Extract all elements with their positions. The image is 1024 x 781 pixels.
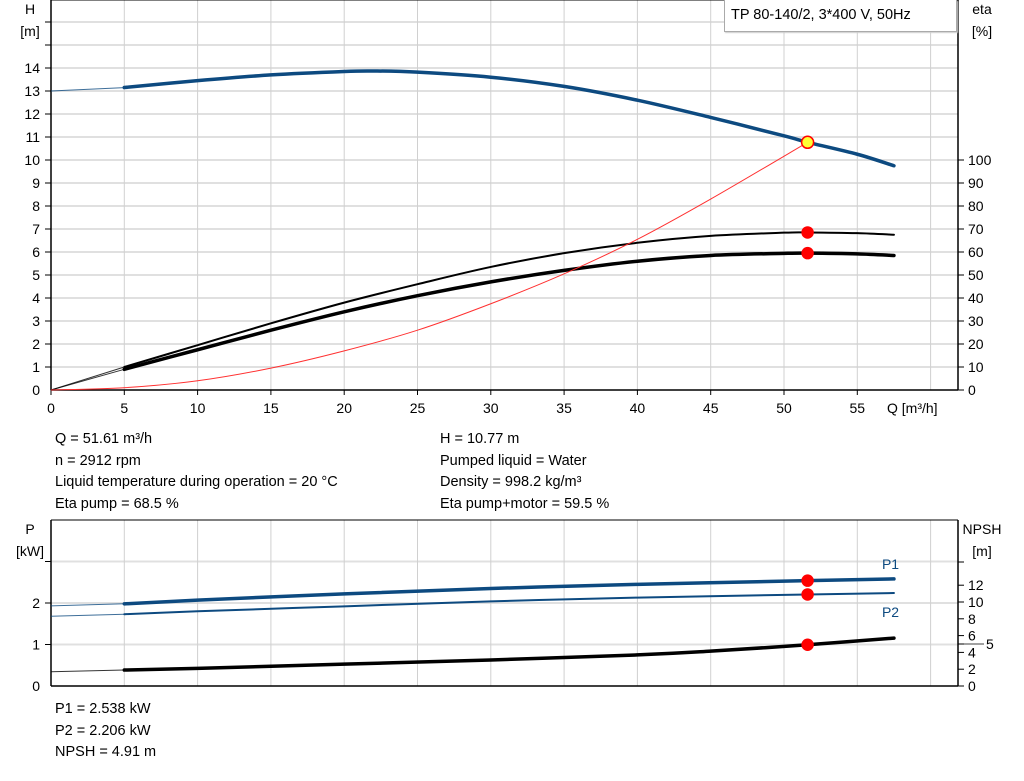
series-label: P2 — [882, 604, 899, 620]
y-tick-label-left: 2 — [32, 336, 40, 352]
y-tick-label-right: 0 — [968, 382, 976, 398]
y-tick-label-right: 5 — [986, 636, 994, 652]
y-tick-label-right: 6 — [968, 628, 976, 644]
y-tick-label-right: 12 — [968, 577, 984, 593]
info-eta-pump: Eta pump = 68.5 % — [55, 495, 179, 512]
series-line — [122, 69, 896, 168]
info-eta-pump-motor: Eta pump+motor = 59.5 % — [440, 495, 610, 512]
y-tick-label-left: 5 — [32, 267, 40, 283]
head-efficiency-chart: 0123456789101112131401020304050607080901… — [20, 0, 992, 416]
x-tick-label: 40 — [630, 400, 646, 416]
y-axis-right-unit: [m] — [972, 543, 991, 559]
y-tick-label-right: 0 — [968, 678, 976, 694]
y-axis-left-name: P — [25, 521, 34, 537]
info-p1: P1 = 2.538 kW — [55, 701, 151, 717]
y-axis-right-name: NPSH — [963, 521, 1002, 537]
x-tick-label: 10 — [190, 400, 206, 416]
y-tick-label-right: 100 — [968, 152, 992, 168]
y-tick-label-left: 0 — [32, 678, 40, 694]
y-tick-label-left: 0 — [32, 382, 40, 398]
y-tick-label-left: 3 — [32, 313, 40, 329]
duty-point — [801, 226, 814, 239]
x-tick-label: 30 — [483, 400, 499, 416]
x-tick-label: 35 — [556, 400, 572, 416]
x-axis-label: Q [m³/h] — [887, 400, 938, 416]
y-tick-label-right: 80 — [968, 198, 984, 214]
y-tick-label-right: 4 — [968, 644, 976, 660]
y-tick-label-left: 1 — [32, 637, 40, 653]
chart-legend: TP 80-140/2, 3*400 V, 50Hz — [724, 0, 957, 32]
y-tick-label-right: 70 — [968, 221, 984, 237]
y-tick-label-right: 40 — [968, 290, 984, 306]
y-tick-label-left: 12 — [24, 106, 40, 122]
duty-point — [801, 638, 814, 652]
y-tick-label-right: 8 — [968, 611, 976, 627]
y-tick-label-right: 50 — [968, 267, 984, 283]
x-tick-label: 5 — [120, 400, 128, 416]
series-line-extrapolated — [50, 368, 125, 391]
y-axis-left-name: H — [25, 1, 35, 17]
legend-title: TP 80-140/2, 3*400 V, 50Hz — [731, 7, 911, 23]
x-tick-label: 55 — [850, 400, 866, 416]
x-tick-label: 20 — [336, 400, 352, 416]
info-density: Density = 998.2 kg/m³ — [440, 474, 582, 490]
y-axis-right-name: eta — [972, 1, 992, 17]
info-temperature: Liquid temperature during operation = 20… — [55, 474, 338, 490]
series-line-extrapolated — [50, 603, 125, 607]
x-tick-label: 50 — [776, 400, 792, 416]
y-tick-label-left: 13 — [24, 83, 40, 99]
y-tick-label-right: 30 — [968, 313, 984, 329]
y-tick-label-left: 10 — [24, 152, 40, 168]
x-tick-label: 25 — [410, 400, 426, 416]
series-line — [123, 592, 895, 616]
info-bottom: P1 = 2.538 kW P2 = 2.206 kW NPSH = 4.91 … — [55, 699, 156, 764]
info-h: H = 10.77 m — [440, 431, 520, 447]
y-tick-label-right: 10 — [968, 359, 984, 375]
y-tick-label-left: 11 — [25, 129, 40, 145]
duty-point — [801, 574, 814, 587]
y-tick-label-left: 8 — [32, 198, 40, 214]
y-tick-label-right: 20 — [968, 336, 984, 352]
y-tick-label-right: 2 — [968, 661, 976, 677]
info-liquid: Pumped liquid = Water — [440, 452, 587, 469]
x-tick-label: 0 — [47, 400, 55, 416]
y-tick-label-left: 1 — [32, 359, 40, 375]
info-right: H = 10.77 m Pumped liquid = Water Densit… — [440, 429, 609, 515]
series-line-extrapolated — [50, 87, 125, 92]
series-line — [122, 636, 896, 672]
y-tick-label-right: 60 — [968, 244, 984, 260]
series-label: P1 — [882, 556, 899, 572]
y-tick-label-right: 10 — [968, 594, 984, 610]
y-axis-right-unit: [%] — [972, 23, 992, 39]
info-speed: n = 2912 rpm — [55, 452, 141, 469]
info-left: Q = 51.61 m³/h n = 2912 rpm Liquid tempe… — [55, 429, 338, 515]
y-axis-left-unit: [kW] — [16, 543, 44, 559]
y-tick-label-right: 90 — [968, 175, 984, 191]
x-tick-label: 45 — [703, 400, 719, 416]
duty-point — [801, 588, 814, 601]
info-npsh: NPSH = 4.91 m — [55, 744, 157, 760]
info-p2: P2 = 2.206 kW — [55, 722, 151, 739]
series-line — [122, 577, 896, 606]
y-tick-label-left: 7 — [32, 221, 40, 237]
y-tick-label-left: 14 — [24, 60, 40, 76]
y-tick-label-left: 6 — [32, 244, 40, 260]
series-line-extrapolated — [50, 613, 125, 617]
series-line-extrapolated — [50, 669, 125, 673]
info-q: Q = 51.61 m³/h — [55, 431, 153, 447]
duty-point — [801, 246, 814, 260]
series-line — [122, 251, 896, 372]
y-tick-label-left: 9 — [32, 175, 40, 191]
duty-point — [800, 135, 815, 150]
y-tick-label-left: 4 — [32, 290, 40, 306]
series-line — [50, 141, 808, 391]
y-axis-left-unit: [m] — [20, 23, 39, 39]
y-tick-label-left: 2 — [32, 595, 40, 611]
x-tick-label: 15 — [263, 400, 279, 416]
